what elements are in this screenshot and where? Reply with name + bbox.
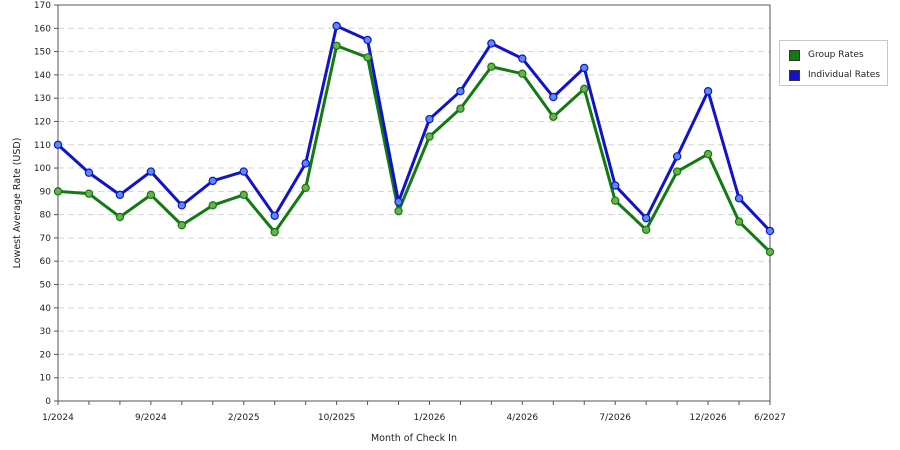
data-point-group-rates xyxy=(765,247,775,257)
legend-item-individual-rates: Individual Rates xyxy=(789,68,880,82)
data-point-group-rates xyxy=(270,227,279,237)
legend-label-group-rates: Group Rates xyxy=(808,50,864,60)
y-axis-label: Lowest Average Rate (USD) xyxy=(12,138,23,269)
y-tick-label: 120 xyxy=(34,117,51,127)
data-point-individual-rates xyxy=(84,168,94,177)
data-point-group-rates xyxy=(84,189,94,198)
data-point-individual-rates xyxy=(672,152,682,161)
x-tick-label: 1/2026 xyxy=(414,413,446,423)
data-point-individual-rates xyxy=(641,213,651,223)
data-point-individual-rates xyxy=(332,21,341,31)
y-tick-label: 140 xyxy=(34,71,51,81)
series-line-group-rates xyxy=(57,44,772,253)
y-tick-label: 80 xyxy=(40,211,52,221)
y-tick-label: 70 xyxy=(40,234,52,244)
plot-area-frame xyxy=(57,4,771,402)
data-point-group-rates xyxy=(641,225,651,234)
data-point-group-rates xyxy=(703,149,713,159)
legend-swatch-individual-rates xyxy=(789,69,800,81)
y-tick-label: 100 xyxy=(34,164,51,174)
gridlines xyxy=(58,27,770,379)
y-tick-label: 50 xyxy=(40,281,52,291)
x-tick-label: 7/2026 xyxy=(599,413,631,423)
data-point-group-rates xyxy=(456,104,465,113)
y-tick-label: 0 xyxy=(45,397,51,407)
data-point-individual-rates xyxy=(270,211,279,221)
data-point-group-rates xyxy=(301,183,310,193)
y-tick-label: 150 xyxy=(34,48,51,58)
y-tick-label: 30 xyxy=(40,327,52,337)
data-point-individual-rates xyxy=(703,86,713,96)
y-tick-label: 130 xyxy=(34,94,51,104)
legend-item-group-rates: Group Rates xyxy=(789,48,864,62)
data-point-group-rates xyxy=(146,190,156,200)
y-tick-label: 160 xyxy=(34,24,51,34)
data-point-individual-rates xyxy=(611,181,620,190)
x-axis-label: Month of Check In xyxy=(371,433,457,444)
data-point-group-rates xyxy=(672,167,682,176)
data-point-group-rates xyxy=(580,84,589,94)
data-point-individual-rates xyxy=(518,54,527,63)
data-point-group-rates xyxy=(518,69,527,78)
data-point-individual-rates xyxy=(239,167,248,176)
data-point-group-rates xyxy=(208,201,217,210)
x-tick-label: 6/2027 xyxy=(754,413,786,423)
x-tick-label: 1/2024 xyxy=(42,413,74,423)
data-point-group-rates xyxy=(53,187,63,196)
data-point-individual-rates xyxy=(301,159,310,168)
data-point-group-rates xyxy=(239,190,248,200)
legend-label-individual-rates: Individual Rates xyxy=(808,70,881,80)
data-point-group-rates xyxy=(363,53,372,62)
y-tick-label: 20 xyxy=(40,350,52,360)
data-point-group-rates xyxy=(487,62,496,71)
data-point-individual-rates xyxy=(363,35,372,45)
data-point-individual-rates xyxy=(394,197,403,207)
series-line-individual-rates xyxy=(56,24,772,232)
y-tick-label: 10 xyxy=(40,374,52,384)
legend: Group Rates Individual Rates xyxy=(779,40,888,86)
axes: 0 10 20 30 40 50 60 70 80 90 100 110 120 130 140 150 160… xyxy=(34,1,786,423)
x-tick-label: 10/2025 xyxy=(318,413,355,423)
data-point-group-rates xyxy=(425,132,434,141)
data-point-individual-rates xyxy=(177,201,187,210)
data-point-individual-rates xyxy=(765,226,775,236)
y-tick-label: 90 xyxy=(40,187,52,197)
x-tick-label: 4/2026 xyxy=(507,413,539,423)
data-point-group-rates xyxy=(332,41,341,50)
data-point-group-rates xyxy=(611,196,620,205)
data-point-individual-rates xyxy=(549,92,558,102)
data-point-individual-rates xyxy=(734,194,744,203)
data-point-group-rates xyxy=(394,206,403,216)
y-tick-label: 170 xyxy=(34,1,51,11)
data-point-group-rates xyxy=(115,212,125,222)
x-tick-label: 9/2024 xyxy=(135,413,167,423)
data-point-individual-rates xyxy=(53,140,63,149)
y-tick-label: 60 xyxy=(40,257,52,267)
data-point-group-rates xyxy=(177,220,187,230)
x-tick-label: 12/2026 xyxy=(689,413,727,423)
data-point-group-rates xyxy=(549,112,558,122)
data-point-individual-rates xyxy=(425,114,434,124)
data-point-individual-rates xyxy=(208,176,217,186)
y-tick-label: 40 xyxy=(40,304,52,314)
legend-swatch-group-rates xyxy=(789,49,800,61)
x-tick-label: 2/2025 xyxy=(228,413,260,423)
data-point-group-rates xyxy=(734,217,744,226)
data-point-individual-rates xyxy=(456,86,465,96)
data-point-individual-rates xyxy=(146,167,156,176)
data-point-individual-rates xyxy=(487,39,496,48)
data-point-individual-rates xyxy=(115,190,125,200)
series xyxy=(53,21,775,257)
data-point-individual-rates xyxy=(580,63,589,73)
y-tick-label: 110 xyxy=(34,141,51,151)
